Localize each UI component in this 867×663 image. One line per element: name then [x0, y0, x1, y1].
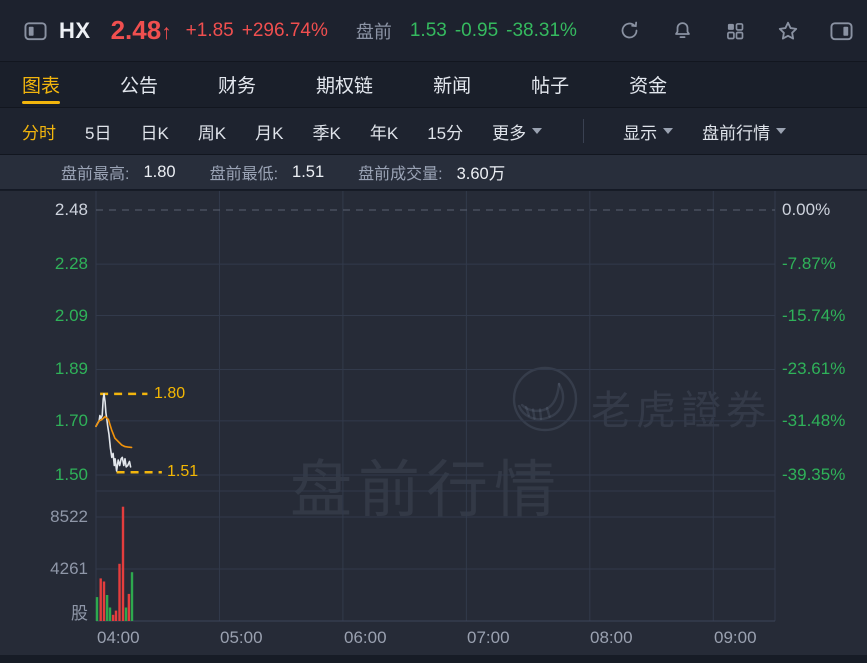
percent-tick: -15.74% — [782, 306, 846, 325]
period-quarterly[interactable]: 季K — [312, 123, 341, 143]
refresh-icon[interactable] — [617, 19, 641, 43]
volume-bar — [105, 595, 109, 621]
volume-bar — [111, 614, 115, 621]
bell-icon[interactable] — [670, 19, 694, 43]
period-5d[interactable]: 5日 — [85, 123, 112, 143]
session-change-pct: -38.31% — [506, 19, 577, 41]
chevron-down-icon — [663, 128, 674, 134]
volume-unit-label: 股 — [71, 604, 88, 623]
premarket-low-value: 1.51 — [292, 162, 325, 181]
percent-tick: -7.87% — [782, 254, 836, 273]
period-15min[interactable]: 15分 — [427, 123, 464, 143]
volume-bar — [108, 607, 112, 621]
time-tick: 04:00 — [97, 628, 140, 647]
price-tick: 1.50 — [54, 465, 88, 484]
time-tick: 07:00 — [467, 628, 510, 647]
period-weekly[interactable]: 周K — [197, 123, 227, 143]
chevron-down-icon — [776, 128, 787, 134]
premarket-volume-value: 3.60万 — [456, 165, 506, 183]
session-change: -0.95 — [454, 19, 499, 41]
premarket-high-label: 盘前最高: — [61, 166, 130, 183]
symbol: HX — [59, 17, 91, 43]
premarket-high-value: 1.80 — [143, 162, 176, 181]
price-change: +1.85 — [185, 19, 234, 41]
percent-tick: -39.35% — [782, 465, 846, 484]
star-icon[interactable] — [776, 19, 800, 43]
display-dropdown[interactable]: 显示 — [623, 119, 674, 144]
low-marker-label: 1.51 — [167, 463, 199, 480]
intraday-chart[interactable]: 盘前行情 老虎證券 2.48 2.28 2.09 1.89 1.70 1.5 — [0, 191, 867, 655]
toolbar-divider — [583, 119, 585, 143]
volume-tick: 8522 — [50, 507, 88, 526]
tab-posts[interactable]: 帖子 — [531, 76, 570, 97]
last-price: 2.48↑ — [110, 15, 172, 45]
volume-bar — [102, 581, 106, 621]
volume-bar — [121, 506, 125, 621]
percent-tick: -23.61% — [782, 359, 846, 378]
chevron-down-icon — [532, 128, 543, 134]
volume-bar — [127, 593, 131, 621]
premarket-stats-bar: 盘前最高: 1.80 盘前最低: 1.51 盘前成交量: 3.60万 — [0, 155, 867, 190]
tab-chart[interactable]: 图表 — [22, 62, 61, 107]
tab-financials[interactable]: 财务 — [218, 76, 257, 97]
panel-right-icon[interactable] — [829, 19, 853, 43]
price-tick: 2.28 — [54, 254, 88, 273]
more-dropdown[interactable]: 更多 — [492, 119, 543, 144]
panel-left-icon[interactable] — [23, 19, 47, 43]
period-monthly[interactable]: 月K — [255, 123, 284, 143]
volume-bar — [99, 578, 102, 621]
premarket-low-label: 盘前最低: — [209, 166, 279, 183]
price-tick: 2.09 — [54, 306, 88, 325]
time-tick: 05:00 — [220, 628, 263, 647]
tab-capital[interactable]: 资金 — [629, 76, 668, 97]
period-daily[interactable]: 日K — [140, 123, 169, 143]
time-tick: 08:00 — [590, 628, 633, 647]
volume-bar — [118, 563, 121, 621]
period-yearly[interactable]: 年K — [369, 123, 399, 143]
price-tick: 1.89 — [54, 359, 88, 378]
up-arrow-icon: ↑ — [161, 21, 172, 44]
tab-announcements[interactable]: 公告 — [120, 76, 159, 97]
volume-bar — [124, 607, 128, 621]
grid-apps-icon[interactable] — [723, 19, 747, 43]
chart-plot-area[interactable] — [0, 191, 867, 655]
percent-tick: -31.48% — [782, 411, 846, 430]
time-tick: 09:00 — [714, 628, 757, 647]
session-label: 盘前 — [355, 21, 392, 42]
premarket-volume-label: 盘前成交量: — [358, 166, 443, 183]
high-marker-label: 1.80 — [154, 385, 186, 402]
price-tick: 2.48 — [54, 200, 88, 219]
price-tick: 1.70 — [54, 411, 88, 430]
period-toolbar: 分时 5日 日K 周K 月K 季K 年K 15分 更多 显示 盘前行情 — [0, 108, 867, 155]
session-price: 1.53 — [409, 19, 447, 41]
time-tick: 06:00 — [344, 628, 387, 647]
avg-line — [95, 415, 133, 449]
price-line — [95, 393, 132, 472]
tab-news[interactable]: 新闻 — [433, 76, 472, 97]
volume-bar — [114, 610, 118, 621]
quote-header: HX 2.48↑ +1.85 +296.74% 盘前 1.53 -0.95 -3… — [0, 0, 867, 62]
main-tabs: 图表 公告 财务 期权链 新闻 帖子 资金 — [0, 62, 867, 108]
period-intraday[interactable]: 分时 — [22, 123, 56, 143]
price-change-pct: +296.74% — [241, 19, 328, 41]
percent-tick: 0.00% — [782, 200, 831, 219]
tab-option-chain[interactable]: 期权链 — [316, 76, 374, 97]
volume-tick: 4261 — [50, 559, 88, 578]
volume-bar — [130, 572, 134, 621]
session-mode-dropdown[interactable]: 盘前行情 — [702, 119, 787, 144]
header-actions — [617, 19, 853, 43]
volume-bar — [95, 597, 99, 621]
